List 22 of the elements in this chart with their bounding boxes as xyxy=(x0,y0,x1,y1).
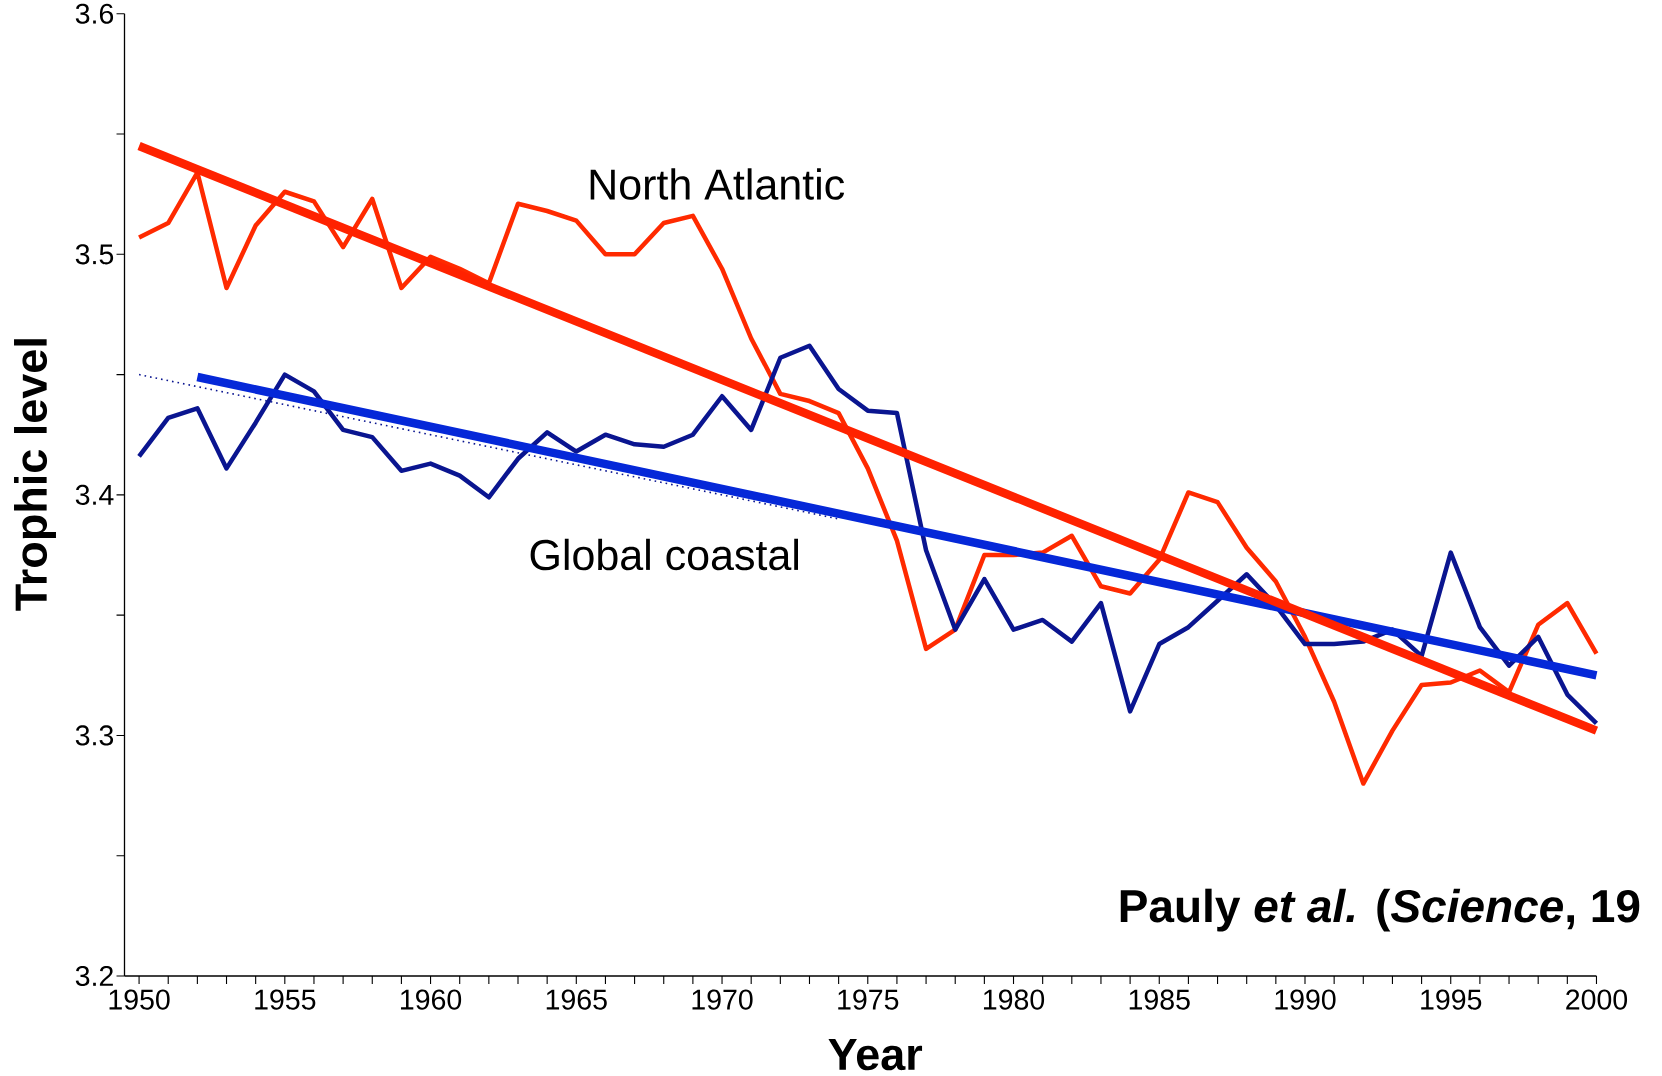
x-tick-label: 1985 xyxy=(1129,989,1190,1010)
x-tick-label: 1980 xyxy=(983,989,1045,1010)
x-tick-label: 1955 xyxy=(255,989,316,1010)
annotation: Pauly et al. (Science, 19 xyxy=(1120,888,1640,932)
y-tick-label: 3.3 xyxy=(75,725,114,746)
x-tick-label: 1960 xyxy=(401,989,462,1010)
x-axis-title: Year xyxy=(828,1038,923,1071)
y-tick-label: 3.4 xyxy=(75,484,114,505)
x-tick-label: 1990 xyxy=(1275,989,1336,1010)
x-tick-label: 1995 xyxy=(1421,989,1482,1010)
y-axis-title: Trophic level xyxy=(14,339,56,611)
x-tick-label: 1975 xyxy=(838,989,899,1010)
y-tick-label: 3.5 xyxy=(75,244,114,265)
x-tick-label: 1965 xyxy=(546,989,607,1010)
x-tick-label: 1950 xyxy=(109,989,170,1010)
series-label: North Atlantic xyxy=(590,168,845,200)
x-tick-label: 2000 xyxy=(1566,989,1628,1010)
y-tick-label: 3.2 xyxy=(75,965,113,987)
y-tick-label: 3.6 xyxy=(75,3,114,24)
line-series xyxy=(136,343,1599,726)
series-label: Global coastal xyxy=(530,538,799,571)
x-tick-label: 1970 xyxy=(692,989,753,1010)
